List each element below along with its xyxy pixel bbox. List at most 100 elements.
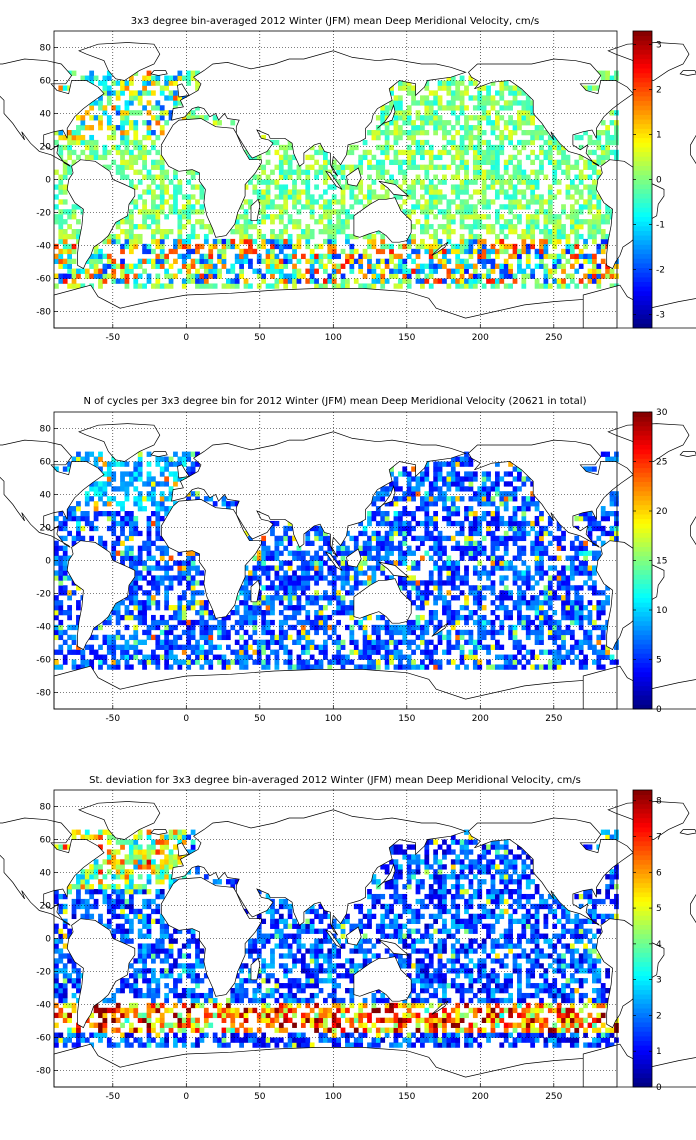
heat-cell [323,214,328,220]
heat-cell [389,253,394,260]
heat-cell [151,90,156,96]
heat-cell [574,515,580,522]
heat-cell [309,278,315,284]
heat-cell [102,654,108,660]
heat-cell [164,258,170,264]
heat-cell [389,100,394,106]
heat-cell [67,139,72,146]
heat-cell [397,585,403,591]
heat-cell [331,565,337,571]
heat-cell [151,496,156,502]
heat-cell [98,659,103,665]
heat-cell [54,283,59,289]
heat-cell [605,268,610,274]
heat-cell [569,560,575,566]
heat-cell [486,229,491,235]
heat-cell [336,600,341,606]
heat-cell [490,540,496,546]
heat-cell [508,85,513,91]
heat-cell [517,219,522,225]
heat-cell [525,273,531,279]
heat-cell [592,590,597,596]
heat-cell [424,219,430,225]
heat-cell [274,565,280,571]
heat-cell [283,634,289,641]
heat-cell [583,659,588,665]
heat-cell [459,80,465,86]
heat-cell [481,481,487,487]
heat-cell [525,100,531,106]
heat-cell [62,258,68,264]
heat-cell [164,110,170,116]
heat-cell [164,585,170,591]
heat-cell [217,634,222,641]
heat-cell [512,85,518,91]
heat-cell [499,85,505,91]
heat-cell [234,619,240,626]
heat-cell [314,253,319,260]
heat-cell [561,575,566,581]
heat-cell [446,75,452,81]
heat-cell [323,149,328,156]
heat-cell [393,520,399,527]
heat-cell [296,224,302,230]
heat-cell [331,184,337,190]
heat-cell [62,654,68,660]
heat-cell [406,491,412,497]
heat-cell [547,273,553,279]
heat-cell [472,248,478,255]
heat-cell [406,565,412,571]
heat-cell [592,229,597,235]
heat-cell [256,644,262,650]
heat-cell [543,610,549,616]
heat-cell [481,501,487,507]
heat-cell [186,238,192,245]
heat-cell [261,164,267,170]
heat-cell [151,105,156,111]
heat-cell [124,283,130,289]
heat-cell [420,540,425,546]
heat-cell [508,496,513,502]
heat-cell [265,545,271,551]
heat-cell [155,184,161,190]
heat-cell [164,595,170,601]
heat-cell [499,130,505,136]
heat-cell [89,273,95,279]
heat-cell [173,243,178,250]
heat-cell [300,204,306,210]
heat-cell [120,243,125,250]
heat-cell [411,184,416,190]
heat-cell [442,565,447,571]
heat-cell [547,540,553,546]
heat-cell [274,555,280,561]
heat-cell [437,471,443,477]
heat-cell [67,214,72,220]
heat-cell [151,520,156,527]
heat-cell [314,575,319,581]
heat-cell [345,233,350,240]
heat-cell [530,654,536,660]
heat-cell [168,179,174,185]
heat-cell [411,194,416,200]
heat-cell [265,570,271,576]
heat-cell [402,189,408,195]
heat-cell [177,580,183,586]
heat-cell [596,624,602,631]
heat-cell [605,139,610,146]
heat-cell [547,253,553,260]
heat-cell [128,476,134,482]
heat-cell [442,229,447,235]
heat-cell [534,199,540,205]
heat-cell [106,238,112,245]
heat-cell [393,545,399,551]
heat-cell [477,144,483,151]
heat-cell [486,476,491,482]
heat-cell [411,149,416,156]
heat-cell [411,619,416,626]
heat-cell [155,149,161,156]
heat-cell [309,144,315,151]
heat-cell [424,278,430,284]
heat-cell [151,649,156,655]
heat-cell [424,580,430,586]
heat-cell [433,471,439,477]
